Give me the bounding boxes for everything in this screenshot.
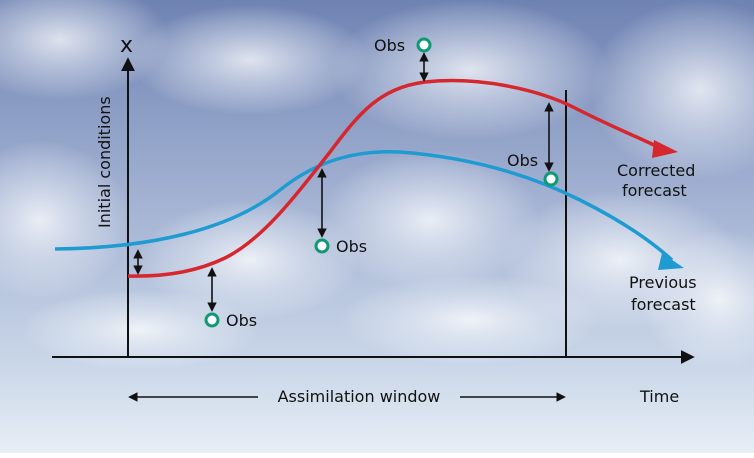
observation-1: Obs — [204, 311, 257, 330]
assimilation-window-label: Assimilation window — [278, 387, 441, 406]
observation-label: Obs — [507, 151, 538, 170]
observation-4: Obs — [507, 151, 559, 187]
previous-forecast-label-line2: forecast — [631, 295, 696, 314]
corrected-forecast-label-line1: Corrected — [617, 161, 695, 180]
y-axis-label: Initial conditions — [95, 96, 114, 228]
observation-marker-icon — [543, 171, 559, 187]
corrected-forecast-curve — [127, 78, 661, 278]
cloud-texture — [0, 0, 754, 370]
previous-forecast-curve — [54, 149, 674, 262]
y-axis-symbol: x — [120, 33, 133, 58]
x-axis-label: Time — [639, 387, 679, 406]
previous-forecast-label-line1: Previous — [629, 273, 697, 292]
corrected-forecast-arrowhead — [652, 140, 678, 158]
observation-label: Obs — [374, 36, 405, 55]
observation-marker-icon — [204, 312, 220, 328]
observation-label: Obs — [336, 237, 367, 256]
observation-label: Obs — [226, 311, 257, 330]
observation-marker-icon — [314, 238, 330, 254]
observation-2: Obs — [314, 237, 367, 256]
previous-forecast-arrowhead — [658, 253, 684, 270]
observation-marker-icon — [416, 37, 432, 53]
observation-3: Obs — [374, 36, 432, 55]
corrected-forecast-label-line2: forecast — [622, 181, 687, 200]
